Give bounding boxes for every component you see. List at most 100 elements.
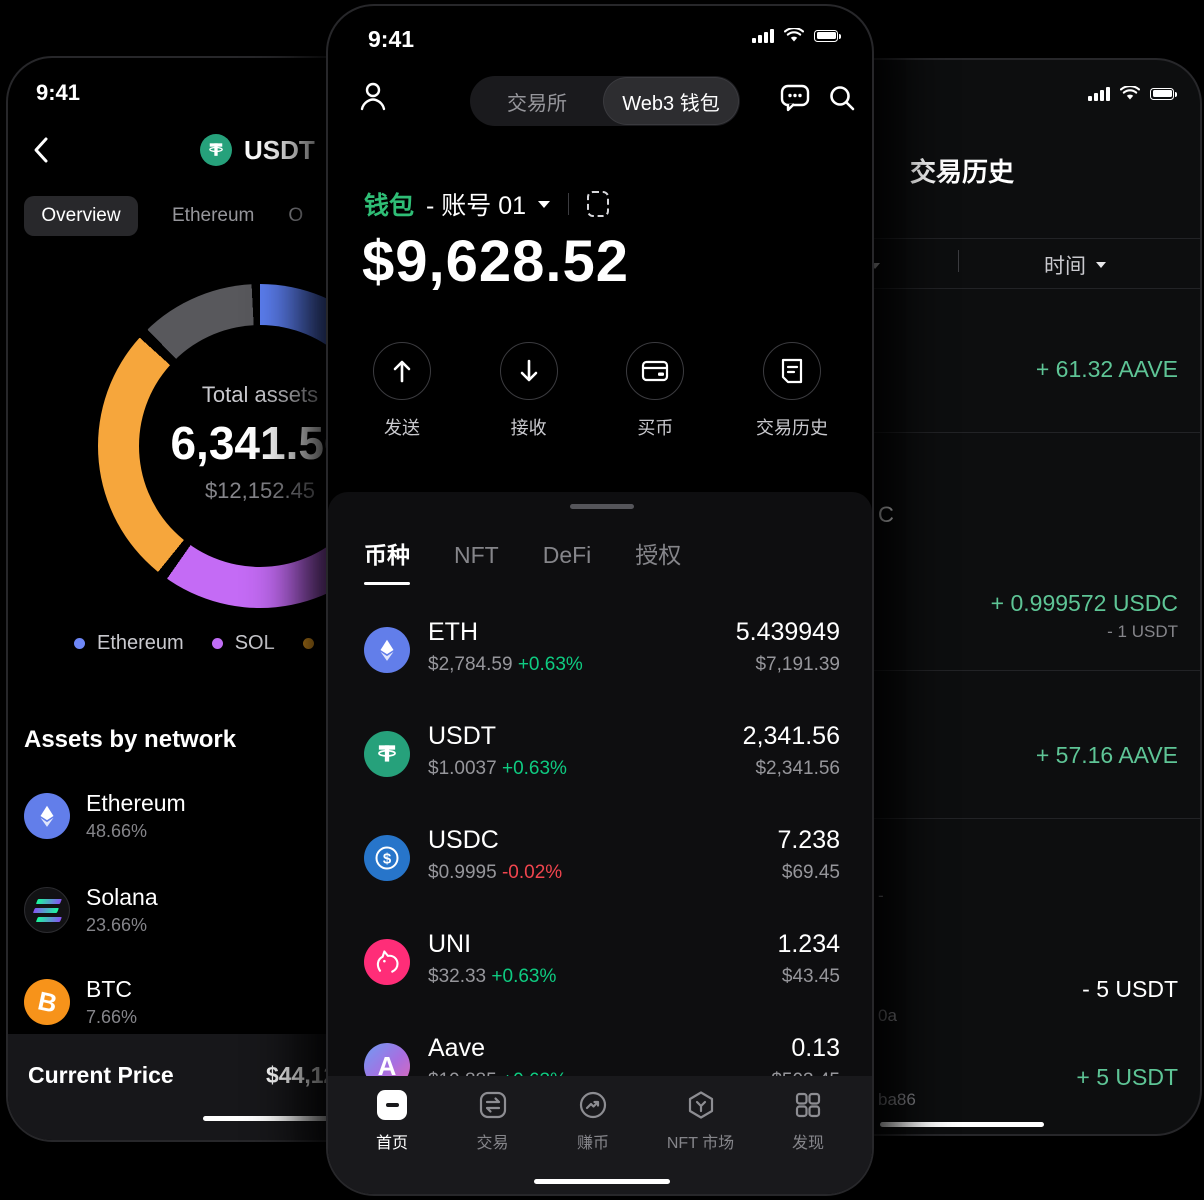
caret-down-icon — [1096, 262, 1106, 268]
scan-copy-icon[interactable] — [587, 191, 610, 217]
divider — [692, 238, 1200, 239]
send-button[interactable]: 发送 — [370, 342, 434, 440]
legend-item-sol: SOL — [211, 632, 275, 655]
receive-button[interactable]: 接收 — [497, 342, 561, 440]
token-amount: 5.439949 — [735, 618, 840, 646]
eth-icon — [364, 627, 410, 673]
signal-icon — [1088, 86, 1110, 101]
back-button[interactable] — [30, 136, 54, 164]
divider — [692, 288, 1200, 289]
nav-label: 首页 — [375, 1135, 408, 1152]
battery-icon — [1150, 87, 1177, 100]
page-title: USDT — [200, 134, 315, 166]
nav-discover[interactable]: 发现 — [770, 1090, 846, 1153]
tab-other[interactable]: O — [288, 205, 304, 226]
token-value: $43.45 — [781, 966, 840, 987]
bottom-nav-bar: 首页 交易 赚币 NFT 市场 发现 — [328, 1076, 872, 1194]
wallet-selector[interactable]: 钱包 - 账号 01 — [364, 186, 610, 222]
caret-down-icon — [538, 200, 551, 208]
action-buttons-row: 发送 接收 买币 交易历史 — [370, 342, 834, 440]
nav-earn[interactable]: 赚币 — [555, 1090, 631, 1153]
token-price: $2,784.59 — [428, 654, 513, 675]
nav-nft-market[interactable]: NFT 市场 — [656, 1090, 746, 1153]
tab-approvals[interactable]: 授权 — [635, 542, 682, 568]
wallet-label: 钱包 — [364, 192, 415, 220]
tx-sub: ba86 — [878, 1090, 916, 1109]
page-title-label: USDT — [244, 134, 315, 165]
tx-amount[interactable]: + 57.16 AAVE — [1035, 742, 1178, 768]
divider — [958, 250, 959, 272]
tx-amount[interactable]: + 61.32 AAVE — [1035, 356, 1178, 382]
home-icon — [377, 1090, 407, 1120]
chat-icon — [780, 84, 810, 112]
chat-button[interactable] — [780, 84, 810, 112]
tx-amount[interactable]: + 5 USDT — [1076, 1064, 1178, 1090]
sheet-tabs: 币种 NFT DeFi 授权 — [364, 536, 681, 570]
token-row-eth[interactable]: ETH $2,784.59 +0.63% 5.439949 $7,191.39 — [328, 598, 872, 702]
home-indicator[interactable] — [880, 1122, 1044, 1127]
network-pct: 23.66% — [86, 915, 148, 935]
nav-home[interactable]: 首页 — [354, 1090, 430, 1153]
tx-title-fragment: - — [878, 886, 884, 905]
total-assets-value: 6,341.56 — [170, 417, 350, 469]
token-price: $1.0037 — [428, 758, 497, 779]
home-indicator[interactable] — [534, 1179, 670, 1184]
network-row-solana[interactable]: Solana 23.66% — [24, 884, 464, 936]
exchange-wallet-segmented-control: 交易所 Web3 钱包 — [470, 76, 740, 126]
tab-nft[interactable]: NFT — [454, 542, 499, 568]
home-indicator[interactable] — [203, 1116, 353, 1121]
tx-sub: 0a — [878, 1006, 897, 1025]
solana-icon — [24, 887, 70, 933]
svg-text:$: $ — [383, 851, 392, 868]
token-symbol: USDC — [428, 826, 499, 854]
segment-exchange[interactable]: 交易所 — [507, 92, 567, 115]
legend-label: SOL — [234, 632, 275, 654]
usdc-icon: $ — [364, 835, 410, 881]
token-value: $2,341.56 — [755, 758, 840, 779]
sheet-drag-handle[interactable] — [570, 504, 634, 509]
filter-fragment[interactable] — [870, 256, 880, 272]
network-row-ethereum[interactable]: Ethereum 48.66% — [24, 790, 464, 842]
wifi-icon — [784, 28, 804, 42]
person-icon — [360, 82, 386, 111]
search-button[interactable] — [828, 84, 856, 112]
time-sort-button[interactable]: 时间 — [1044, 250, 1106, 280]
tx-history-button[interactable]: 交易历史 — [750, 342, 834, 440]
tx-amount[interactable]: + 0.999572 USDC — [990, 590, 1178, 616]
token-amount: 1.234 — [777, 930, 840, 958]
buy-crypto-button[interactable]: 买币 — [623, 342, 687, 440]
token-change: +0.63% — [517, 654, 583, 675]
network-name: BTC — [86, 976, 132, 1002]
token-change: +0.63% — [491, 966, 557, 987]
network-row-btc[interactable]: B BTC 7.66% — [24, 976, 464, 1028]
divider — [714, 818, 1200, 819]
tab-defi[interactable]: DeFi — [542, 542, 592, 568]
token-row-usdt[interactable]: USDT $1.0037 +0.63% 2,341.56 $2,341.56 — [328, 702, 872, 806]
token-change: -0.02% — [501, 862, 563, 883]
segment-web3-wallet[interactable]: Web3 钱包 — [604, 78, 738, 124]
earn-icon — [579, 1091, 607, 1119]
active-tab-underline — [364, 582, 410, 585]
tx-amount[interactable]: - 5 USDT — [1082, 976, 1178, 1002]
total-assets-label: Total assets — [201, 382, 319, 407]
network-name: Solana — [86, 884, 158, 910]
tab-coins[interactable]: 币种 — [364, 542, 410, 568]
legend-dot-ethereum — [74, 638, 85, 649]
tab-overview[interactable]: Overview — [24, 196, 138, 236]
token-row-uni[interactable]: UNI $32.33 +0.63% 1.234 $43.45 — [328, 910, 872, 1014]
token-amount: 0.13 — [791, 1034, 840, 1062]
token-row-usdc[interactable]: $ USDC $0.9995 -0.02% 7.238 $69.45 — [328, 806, 872, 910]
network-pct: 7.66% — [86, 1007, 138, 1027]
tx-title-fragment: C — [878, 502, 894, 527]
page-title: 交易历史 — [910, 157, 1015, 187]
donut-center-text: Total assets 6,341.56 $12,152.45 — [100, 382, 420, 504]
nav-trade[interactable]: 交易 — [455, 1090, 531, 1153]
tab-ethereum[interactable]: Ethereum — [172, 205, 255, 226]
divider — [714, 670, 1200, 671]
nft-market-icon — [688, 1091, 713, 1119]
action-label: 接收 — [510, 418, 547, 438]
legend-dot-sol — [211, 638, 223, 649]
token-value: $69.45 — [781, 862, 840, 883]
profile-button[interactable] — [358, 80, 388, 112]
action-label: 买币 — [637, 418, 674, 438]
